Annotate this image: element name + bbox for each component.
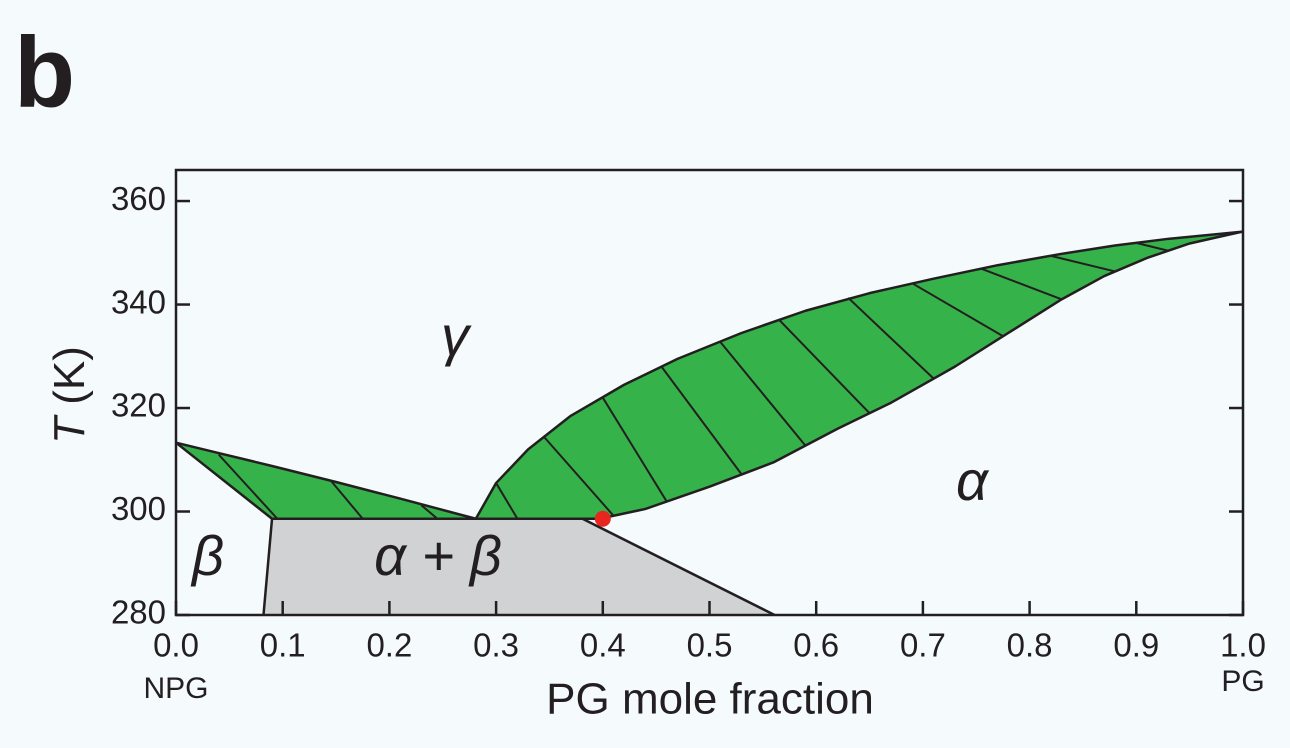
phase-label: α <box>956 449 990 512</box>
x-tick-label: 0.5 <box>687 627 733 664</box>
phase-region <box>263 518 775 615</box>
tie-line <box>778 318 871 414</box>
x-tick-label: 0.8 <box>1007 627 1053 664</box>
x-tick-label: 0.9 <box>1113 627 1159 664</box>
y-tick-label: 320 <box>111 387 166 424</box>
panel-label: b <box>14 16 75 128</box>
y-tick-label: 300 <box>111 490 166 527</box>
x-tick-label: 1.0 <box>1220 627 1266 664</box>
y-axis-symbol: T <box>45 414 94 444</box>
tie-line <box>329 479 364 520</box>
x-axis-label: PG mole fraction <box>546 675 874 724</box>
x-end-label: PG <box>1221 665 1264 698</box>
phase-label: β <box>190 524 224 587</box>
tie-line <box>1050 254 1116 273</box>
tie-line <box>495 482 519 520</box>
x-tick-label: 0.7 <box>900 627 946 664</box>
phase-label: α + β <box>374 524 502 587</box>
x-tick-label: 0.2 <box>366 627 412 664</box>
phase-boundary <box>175 441 477 520</box>
x-tick-label: 0.1 <box>260 627 306 664</box>
phase-label: γ <box>441 304 472 367</box>
tie-line <box>217 453 279 520</box>
x-tick-label: 0.4 <box>580 627 626 664</box>
phase-boundary <box>474 230 1244 520</box>
phase-region <box>475 231 1243 519</box>
y-axis-label: T (K) <box>45 346 94 444</box>
tie-line <box>660 366 743 475</box>
tie-line <box>601 397 668 503</box>
x-tick-label: 0.3 <box>473 627 519 664</box>
y-axis-unit: (K) <box>45 346 94 405</box>
y-tick-label: 280 <box>111 594 166 631</box>
y-tick-label: 360 <box>111 180 166 217</box>
x-end-label: NPG <box>143 672 208 705</box>
marked-point <box>594 510 611 527</box>
phase-boundary <box>262 517 776 617</box>
tie-line <box>847 297 935 380</box>
tie-line <box>911 282 1004 337</box>
x-tick-label: 0.0 <box>153 627 199 664</box>
x-tick-label: 0.6 <box>793 627 839 664</box>
tie-line <box>981 267 1062 301</box>
phase-boundary <box>475 230 1244 521</box>
y-tick-label: 340 <box>111 283 166 320</box>
tie-line <box>719 341 807 447</box>
tie-line <box>543 436 615 517</box>
tie-line <box>1136 241 1169 252</box>
tie-line <box>420 504 439 520</box>
